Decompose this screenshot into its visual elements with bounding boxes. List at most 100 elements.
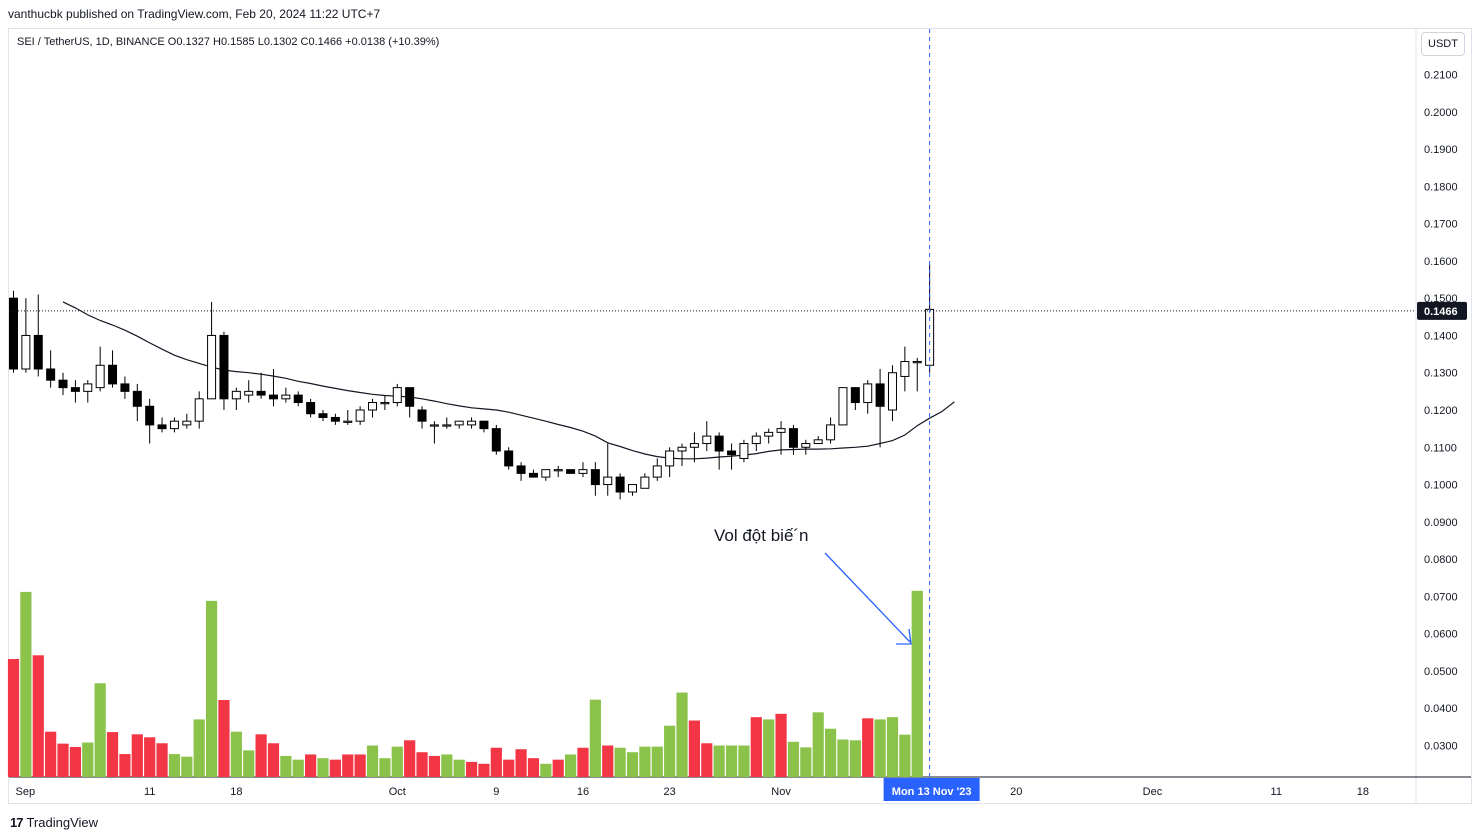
volume-bar <box>713 745 725 777</box>
volume-bar <box>317 758 329 777</box>
volume-bar <box>391 746 403 777</box>
candle-body <box>355 409 365 422</box>
candle-body <box>727 450 737 456</box>
volume-bar <box>428 755 441 777</box>
volume-bar <box>94 683 106 777</box>
candle-body <box>417 409 427 422</box>
time-tick-label: Nov <box>771 786 791 798</box>
candle-body <box>702 435 712 445</box>
candle-body <box>281 394 291 400</box>
candle-body <box>714 435 724 452</box>
time-tick-label: 23 <box>664 786 676 798</box>
candle-body <box>838 387 848 426</box>
price-tick-label: 0.0700 <box>1424 591 1458 603</box>
volume-bar <box>45 731 57 777</box>
annotation-arrowhead <box>896 628 912 645</box>
crosshair-date-label: Mon 13 Nov '23 <box>892 786 972 798</box>
candle-body <box>541 469 551 478</box>
time-tick-label: 18 <box>230 786 242 798</box>
candle-body <box>553 469 563 472</box>
price-tick-label: 0.1200 <box>1424 405 1458 417</box>
candle-body <box>826 424 836 441</box>
moving-average-line <box>62 301 955 460</box>
volume-bar <box>800 747 812 777</box>
volume-bar <box>787 741 800 777</box>
candle-body <box>318 413 328 418</box>
candle-body <box>677 446 687 452</box>
time-tick-label: 18 <box>1357 786 1369 798</box>
price-tick-label: 0.1700 <box>1424 219 1458 231</box>
volume-bar <box>379 758 391 777</box>
candle-body <box>368 402 378 411</box>
candle-body <box>578 469 588 474</box>
annotation-arrow <box>824 552 911 643</box>
volume-bar <box>366 745 379 777</box>
price-tick-label: 0.1000 <box>1424 480 1458 492</box>
candle-body <box>83 383 93 392</box>
volume-bar <box>131 734 143 777</box>
volume-bar <box>589 699 601 777</box>
volume-bar <box>441 754 453 777</box>
candle-body <box>405 387 415 407</box>
price-tick-label: 0.0800 <box>1424 554 1458 566</box>
price-tick-label: 0.0400 <box>1424 703 1458 715</box>
price-tick-label: 0.0500 <box>1424 666 1458 678</box>
candle-body <box>640 476 650 489</box>
candle-body <box>875 383 885 407</box>
volume-bar <box>354 754 366 777</box>
candle-body <box>900 361 910 377</box>
volume-bar <box>886 717 899 777</box>
candle-body <box>268 394 278 400</box>
volume-bar <box>688 720 700 777</box>
candle-body <box>169 420 179 430</box>
volume-bar <box>725 745 738 777</box>
price-tick-label: 0.1100 <box>1424 442 1457 454</box>
candle-body <box>764 431 774 437</box>
price-tick-label: 0.0600 <box>1424 629 1458 641</box>
volume-bar <box>503 759 515 777</box>
volume-bar <box>305 754 317 777</box>
price-tick-label: 0.1600 <box>1424 256 1458 268</box>
candle-body <box>603 476 613 486</box>
tradingview-brand[interactable]: 17 TradingView <box>10 815 98 830</box>
volume-bar <box>515 749 527 777</box>
price-tick-label: 0.1900 <box>1424 144 1458 156</box>
volume-bar <box>32 655 44 777</box>
volume-bar <box>911 590 923 777</box>
volume-bar <box>862 718 874 777</box>
chart-frame <box>8 28 1472 804</box>
time-tick-label: 9 <box>493 786 499 798</box>
volume-bar <box>676 692 688 777</box>
moving-average <box>62 301 955 460</box>
candle-body <box>219 334 229 400</box>
volume-bar <box>453 759 465 777</box>
candle-body <box>528 472 538 478</box>
currency-button[interactable]: USDT <box>1421 32 1465 56</box>
time-axis: Sep 11 18 Oct 9 16 23 Nov Mon 13 Nov '23 20 Dec 11 1… <box>16 778 1369 801</box>
volume-bar <box>899 734 911 777</box>
volume-bar <box>490 747 502 777</box>
volume-bar <box>82 742 94 777</box>
candle-body <box>108 364 118 385</box>
candle-body <box>912 361 922 364</box>
volume-bar <box>664 725 676 777</box>
volume-bar <box>626 752 639 777</box>
volume-bar <box>602 745 614 777</box>
volume-bar <box>329 759 341 777</box>
volume-bar <box>639 746 651 777</box>
candle-body <box>665 450 675 467</box>
candle-body <box>776 428 786 433</box>
time-tick-label: 20 <box>1010 786 1022 798</box>
candle-body <box>380 402 390 405</box>
candle-body <box>801 443 811 448</box>
candle-body <box>132 390 142 407</box>
candle-body <box>788 428 798 448</box>
volume-bar <box>57 743 69 777</box>
candle-body <box>590 469 600 486</box>
overlay <box>9 29 1416 777</box>
candle-body <box>491 428 501 452</box>
candle-body <box>33 334 43 370</box>
brand-name: TradingView <box>26 815 99 830</box>
price-tick-label: 0.0300 <box>1424 741 1458 753</box>
